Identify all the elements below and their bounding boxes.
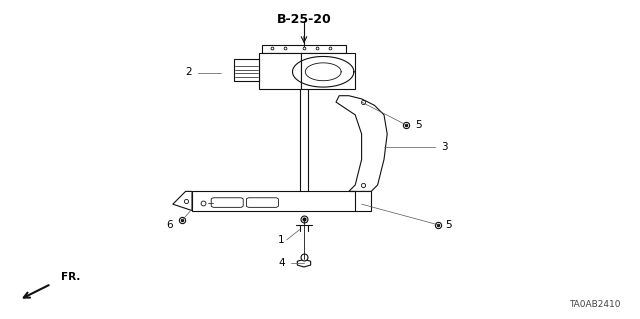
Text: 3: 3 [442,142,448,152]
FancyBboxPatch shape [246,198,278,207]
Text: 1: 1 [278,235,285,245]
Text: 5: 5 [415,120,421,130]
FancyBboxPatch shape [192,191,371,211]
FancyBboxPatch shape [211,198,243,207]
Text: 6: 6 [166,220,173,230]
Polygon shape [298,259,310,267]
Bar [259,53,301,89]
Bar [301,53,355,89]
Bar [234,59,259,81]
Text: FR.: FR. [61,272,80,282]
Text: 4: 4 [278,258,285,268]
FancyBboxPatch shape [262,45,346,53]
Polygon shape [173,191,192,211]
Text: 2: 2 [186,67,192,77]
Text: 5: 5 [445,220,451,230]
Text: B-25-20: B-25-20 [276,13,332,26]
Text: TA0AB2410: TA0AB2410 [570,300,621,309]
Polygon shape [336,96,387,191]
